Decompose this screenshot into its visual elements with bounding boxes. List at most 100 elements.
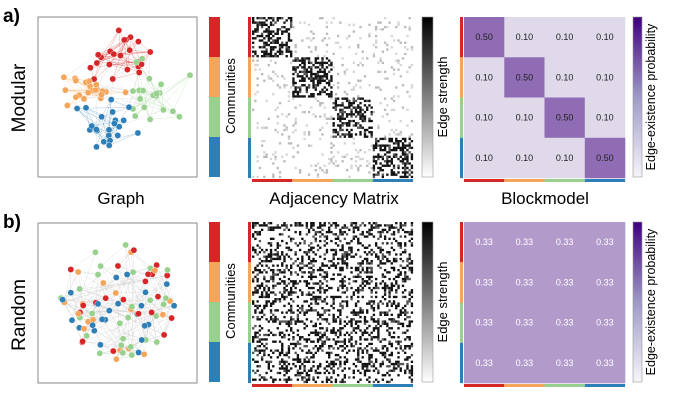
adjacency-cell xyxy=(323,371,326,375)
adjacency-cell xyxy=(316,268,320,272)
adjacency-cell xyxy=(252,226,255,229)
adjacency-cell xyxy=(281,358,284,361)
adjacency-cell xyxy=(283,21,286,24)
adjacency-cell xyxy=(379,57,382,60)
adjacency-cell xyxy=(267,117,270,120)
adjacency-cell xyxy=(314,77,317,80)
adjacency-cell xyxy=(386,329,389,332)
adjacency-cell xyxy=(328,286,331,290)
adjacency-cell xyxy=(372,52,376,56)
adjacency-cell xyxy=(272,17,275,20)
adjacency-cell xyxy=(368,262,371,265)
adjacency-cell xyxy=(377,246,380,249)
adjacency-cell xyxy=(401,157,405,161)
adjacency-cell xyxy=(395,148,398,152)
adjacency-cell xyxy=(298,242,302,245)
adjacency-cell xyxy=(330,260,333,263)
graph-node xyxy=(134,129,142,137)
adjacency-cell xyxy=(377,237,380,240)
adjacency-cell xyxy=(368,380,371,384)
adjacency-cell xyxy=(343,224,347,227)
adjacency-cell xyxy=(392,166,396,170)
adjacency-cell xyxy=(406,260,409,263)
adjacency-cell xyxy=(363,110,367,114)
adjacency-cell xyxy=(328,266,331,270)
adjacency-cell xyxy=(319,286,322,290)
adjacency-cell xyxy=(260,356,264,359)
adjacency-cell xyxy=(252,50,255,53)
adjacency-cell xyxy=(298,358,302,361)
adjacency-cell xyxy=(339,117,342,120)
adjacency-cell xyxy=(377,126,380,129)
adjacency-cell xyxy=(256,340,259,343)
adjacency-cell xyxy=(330,68,333,71)
adjacency-cell xyxy=(406,157,409,161)
adjacency-cell xyxy=(368,32,371,35)
adjacency-cell xyxy=(374,282,378,285)
adjacency-cell xyxy=(343,97,347,100)
adjacency-cell xyxy=(359,329,362,332)
adjacency-cell xyxy=(395,304,398,308)
adjacency-cell xyxy=(272,378,275,381)
blockmodel-value: 0.33 xyxy=(556,277,574,287)
adjacency-cell xyxy=(404,25,407,29)
adjacency-cell xyxy=(328,313,331,317)
adjacency-cell xyxy=(366,367,369,370)
adjacency-cell xyxy=(252,277,255,281)
blockmodel-value: 0.33 xyxy=(556,318,574,328)
graph-edge xyxy=(145,317,172,341)
adjacency-cell xyxy=(301,293,304,296)
adjacency-cell xyxy=(341,257,344,261)
adjacency-cell xyxy=(278,291,282,294)
adjacency-cell xyxy=(267,289,270,292)
adjacency-cell xyxy=(328,63,331,67)
graph-edge xyxy=(64,269,72,303)
adjacency-cell xyxy=(368,353,371,357)
adjacency-cell xyxy=(383,351,387,355)
adjacency-cell xyxy=(319,224,322,227)
adjacency-cell xyxy=(323,264,326,267)
adjacency-cell xyxy=(334,135,338,138)
adjacency-cell xyxy=(319,68,322,71)
adjacency-cell xyxy=(388,253,391,256)
adjacency-cell xyxy=(397,327,400,330)
graph-edge xyxy=(101,319,122,346)
adjacency-cell xyxy=(305,324,309,328)
adjacency-cell xyxy=(272,333,275,337)
adjacency-cell xyxy=(252,41,255,44)
graph-node xyxy=(105,126,113,134)
graph-edge xyxy=(108,78,113,136)
adjacency-cell xyxy=(294,224,297,227)
graph-node xyxy=(124,66,131,73)
adjacency-cell xyxy=(310,277,313,281)
adjacency-cell xyxy=(278,298,282,301)
blockmodel-cell xyxy=(504,57,545,98)
adjacency-cell xyxy=(263,79,266,82)
adjacency-cell xyxy=(395,142,398,145)
blockmodel-value: 0.10 xyxy=(596,113,614,123)
adjacency-cell xyxy=(336,41,340,44)
adjacency-cell xyxy=(408,369,411,372)
adjacency-cell xyxy=(301,378,304,381)
adjacency-cell xyxy=(254,275,257,279)
adjacency-cell xyxy=(332,371,335,375)
adjacency-cell xyxy=(399,131,402,134)
adjacency-cell xyxy=(383,228,387,232)
adjacency-cell xyxy=(287,268,291,272)
adjacency-cell xyxy=(292,336,295,339)
graph-edge xyxy=(100,344,129,349)
adjacency-cell xyxy=(269,360,273,363)
adjacency-cell xyxy=(319,347,322,350)
adjacency-cell xyxy=(281,75,284,78)
adjacency-cell xyxy=(298,374,302,377)
graph-node xyxy=(84,89,92,96)
adjacency-cell xyxy=(267,32,270,35)
adjacency-cell xyxy=(278,244,282,247)
adjacency-cell xyxy=(361,351,364,355)
graph-node xyxy=(160,331,168,339)
adjacency-cell xyxy=(303,63,306,67)
adjacency-cell xyxy=(388,155,391,158)
adjacency-cell xyxy=(278,271,282,274)
adjacency-cell xyxy=(336,336,340,339)
adjacency-cell xyxy=(354,110,358,114)
